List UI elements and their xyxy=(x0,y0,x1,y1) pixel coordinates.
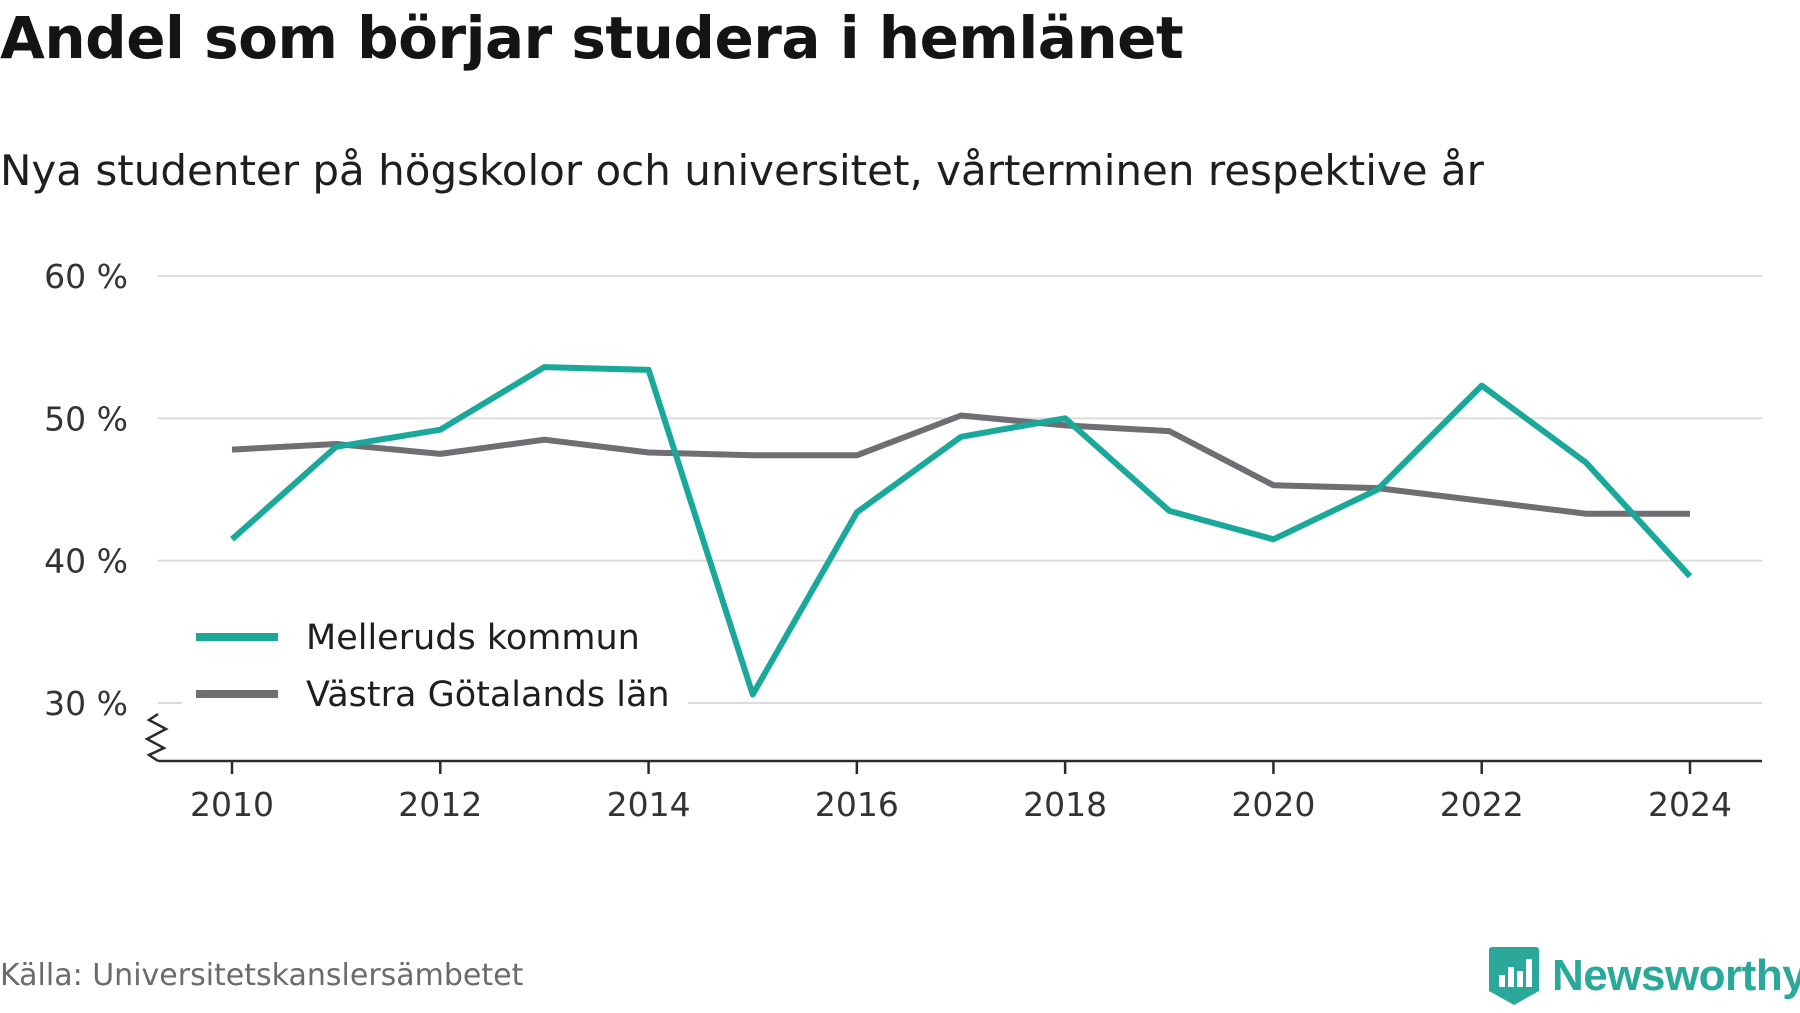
legend: Melleruds kommun Västra Götalands län xyxy=(182,605,688,741)
y-tick-label: 30 % xyxy=(44,684,128,723)
y-tick-label: 50 % xyxy=(44,399,128,438)
x-tick-label: 2014 xyxy=(607,785,691,824)
newsworthy-logo-icon xyxy=(1489,947,1539,1005)
axes: 30 % 40 % 50 % 60 % 2010 2012 2014 2016 2018 2020… xyxy=(44,257,1762,824)
x-tick-label: 2024 xyxy=(1648,785,1732,824)
x-tick-label: 2020 xyxy=(1231,785,1315,824)
series-lines xyxy=(230,364,1693,698)
source-note: Källa: Universitetskanslersämbetet xyxy=(0,958,524,993)
newsworthy-logo[interactable]: Newsworthy xyxy=(1488,939,1800,1013)
chart-subtitle: Nya studenter på högskolor och universit… xyxy=(0,146,1484,195)
legend-label: Västra Götalands län xyxy=(306,675,670,715)
x-tick-label: 2022 xyxy=(1440,785,1524,824)
x-tick-label: 2016 xyxy=(815,785,899,824)
x-tick-label: 2010 xyxy=(190,785,274,824)
brand-name: Newsworthy xyxy=(1552,951,1800,1000)
legend-label: Melleruds kommun xyxy=(306,618,640,658)
y-tick-label: 40 % xyxy=(44,542,128,581)
axis-break-icon xyxy=(144,712,169,763)
series-line-1 xyxy=(231,412,1690,517)
x-tick-label: 2012 xyxy=(398,785,482,824)
legend-background xyxy=(182,605,688,741)
y-tick-label: 60 % xyxy=(44,257,128,296)
x-tick-label: 2018 xyxy=(1023,785,1107,824)
chart-title: Andel som börjar studera i hemlänet xyxy=(0,4,1184,72)
series-line-0 xyxy=(230,364,1693,698)
